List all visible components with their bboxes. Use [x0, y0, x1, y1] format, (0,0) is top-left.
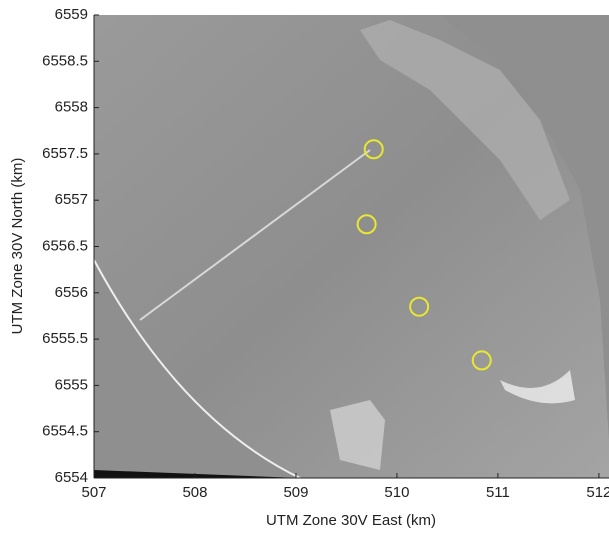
- x-tick-label: 507: [81, 484, 106, 501]
- y-tick-label: 6557.5: [42, 145, 88, 162]
- radar-image: [94, 15, 609, 478]
- y-tick-label: 6556.5: [42, 237, 88, 254]
- x-tick-label: 512: [586, 484, 609, 501]
- y-tick-label: 6555: [55, 376, 88, 393]
- x-tick-label: 508: [182, 484, 207, 501]
- y-tick-label: 6558: [55, 99, 88, 116]
- x-axis-label: UTM Zone 30V East (km): [266, 512, 436, 529]
- y-tick-label: 6557: [55, 191, 88, 208]
- y-tick-label: 6556: [55, 284, 88, 301]
- y-tick-label: 6555.5: [42, 330, 88, 347]
- chart: UTM Zone 30V North (km) UTM Zone 30V Eas…: [0, 0, 609, 533]
- y-tick-label: 6559: [55, 6, 88, 23]
- x-tick-label: 509: [283, 484, 308, 501]
- y-axis-label: UTM Zone 30V North (km): [9, 158, 26, 335]
- y-tick-label: 6558.5: [42, 52, 88, 69]
- x-tick-label: 510: [384, 484, 409, 501]
- x-tick-label: 511: [486, 484, 510, 501]
- y-tick-label: 6554.5: [42, 423, 88, 440]
